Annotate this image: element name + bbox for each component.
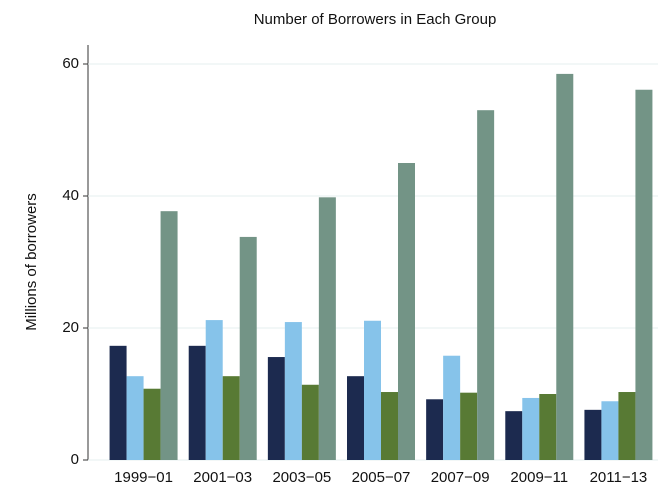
bar bbox=[188, 345, 206, 460]
bar bbox=[584, 409, 602, 460]
x-tick-label: 2005−07 bbox=[352, 469, 411, 486]
bar bbox=[109, 345, 127, 460]
y-tick-label: 40 bbox=[62, 187, 79, 204]
bar bbox=[398, 163, 415, 460]
bar bbox=[426, 399, 444, 460]
bar bbox=[301, 384, 319, 460]
bar bbox=[556, 73, 574, 461]
y-tick-label: 60 bbox=[62, 55, 79, 72]
bar bbox=[477, 110, 495, 460]
y-axis-label: Millions of borrowers bbox=[23, 193, 40, 331]
y-tick-label: 20 bbox=[62, 319, 79, 336]
bar bbox=[222, 376, 240, 460]
bar bbox=[143, 388, 161, 460]
bar bbox=[347, 376, 364, 460]
bar bbox=[635, 89, 653, 461]
bar bbox=[284, 322, 302, 460]
bar bbox=[460, 392, 478, 460]
chart-title: Number of Borrowers in Each Group bbox=[254, 11, 497, 28]
x-tick-label: 2009−11 bbox=[510, 469, 568, 486]
bar bbox=[205, 320, 223, 460]
bar bbox=[364, 320, 381, 460]
x-tick-label: 2007−09 bbox=[431, 469, 490, 486]
x-tick-label: 2001−03 bbox=[193, 469, 252, 486]
bar bbox=[381, 392, 398, 460]
x-tick-label: 2003−05 bbox=[272, 469, 331, 486]
bar bbox=[160, 211, 178, 460]
bar bbox=[601, 401, 619, 460]
bar bbox=[443, 355, 461, 460]
bar bbox=[239, 236, 257, 460]
x-tick-label: 2011−13 bbox=[590, 469, 648, 486]
bar bbox=[539, 394, 557, 460]
y-tick-label: 0 bbox=[71, 451, 79, 468]
bar bbox=[522, 397, 540, 460]
bar bbox=[318, 197, 336, 460]
bar bbox=[505, 411, 523, 460]
x-tick-label: 1999−01 bbox=[114, 469, 173, 486]
bar bbox=[267, 357, 285, 460]
bar bbox=[126, 376, 144, 460]
bar bbox=[618, 392, 636, 460]
